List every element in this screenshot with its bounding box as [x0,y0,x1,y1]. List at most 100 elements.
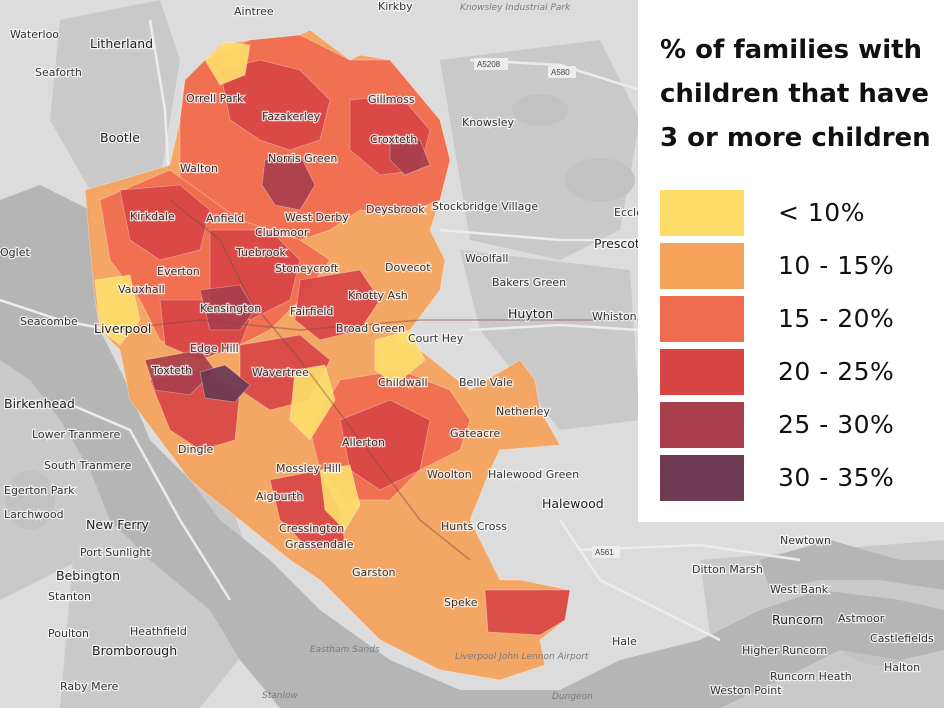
river-mersey [0,185,944,708]
label-airport: Liverpool John Lennon Airport [455,652,589,662]
legend-label: 30 - 35% [778,463,895,492]
legend-swatch [660,242,744,289]
legend-label: < 10% [778,198,865,227]
label-stanlow: Stanlow [262,691,298,701]
label-stoneycroft: Stoneycroft [275,262,339,275]
label-speke: Speke [444,596,478,609]
label-huyton: Huyton [508,306,553,321]
legend: % of families with children that have 3 … [638,0,944,522]
label-hunts-cross: Hunts Cross [441,520,507,533]
label-oglet: Oglet [0,246,30,259]
label-netherley: Netherley [496,405,550,418]
label-toxteth: Toxteth [151,364,192,377]
legend-swatch [660,189,744,236]
river-upper-estuary [760,540,944,590]
label-everton: Everton [157,265,200,278]
label-astmoor: Astmoor [838,612,885,625]
label-court-hey: Court Hey [408,332,464,345]
label-vauxhall: Vauxhall [118,283,165,296]
label-port-sunlight: Port Sunlight [80,546,151,559]
label-larchwood: Larchwood [4,508,64,521]
label-eccleston: Eccle [614,206,643,219]
label-bebington: Bebington [56,568,120,583]
label-knowsley: Knowsley [462,116,514,129]
label-ditton-marsh: Ditton Marsh [692,563,763,576]
label-runcorn: Runcorn [772,612,823,627]
label-fazakerley: Fazakerley [262,110,321,123]
label-tuebrook: Tuebrook [235,246,287,259]
label-bakers-green: Bakers Green [492,276,566,289]
choropleth-areas [84,29,571,681]
label-higher-runcorn: Higher Runcorn [742,644,827,657]
label-deysbrook: Deysbrook [366,203,425,216]
label-kirkdale: Kirkdale [130,210,175,223]
legend-item: < 10% [660,186,894,239]
label-kirkby: Kirkby [378,0,413,13]
label-dungeon: Dungeon [552,692,593,702]
label-runcorn-heath: Runcorn Heath [770,670,852,683]
label-weston-point: Weston Point [710,684,782,697]
label-litherland: Litherland [90,36,153,51]
label-seacombe: Seacombe [20,315,78,328]
label-knotty-ash: Knotty Ash [348,289,408,302]
legend-label: 15 - 20% [778,304,895,333]
label-aintree: Aintree [234,5,274,18]
label-halewood: Halewood [542,496,604,511]
label-garston: Garston [352,566,396,579]
label-a5208: A5208 [477,60,501,69]
label-newtown: Newtown [780,534,831,547]
legend-title-line: children that have [660,79,929,109]
label-orrell-park: Orrell Park [186,92,244,105]
label-croxteth: Croxteth [370,133,417,146]
label-aigburth: Aigburth [256,490,303,503]
label-norris-green: Norris Green [268,152,337,165]
legend-item: 10 - 15% [660,239,894,292]
legend-label: 20 - 25% [778,357,895,386]
label-bootle: Bootle [100,130,140,145]
legend-label: 10 - 15% [778,251,895,280]
rail-lines [109,199,640,561]
label-dingle: Dingle [178,443,214,456]
legend-items: < 10% 10 - 15% 15 - 20% 20 - 25% 25 - 30… [660,186,894,504]
label-heathfield: Heathfield [130,625,187,638]
label-broad-green: Broad Green [336,322,405,335]
label-eastham-sands: Eastham Sands [310,645,380,655]
label-raby-mere: Raby Mere [60,680,119,693]
legend-swatch [660,401,744,448]
legend-swatch [660,348,744,395]
legend-item: 15 - 20% [660,292,894,345]
label-halewood-green: Halewood Green [488,468,579,481]
label-walton: Walton [180,162,218,175]
label-woolton: Woolton [427,468,472,481]
legend-title-line: % of families with [660,35,923,65]
label-allerton: Allerton [342,436,385,449]
label-wavertree: Wavertree [252,366,309,379]
label-south-tranmere: South Tranmere [44,459,132,472]
legend-swatch [660,454,744,501]
label-edge-hill: Edge Hill [190,342,239,355]
label-mossley-hill: Mossley Hill [276,462,341,475]
road-labels: A5208 A580 A561 [474,58,620,558]
label-gateacre: Gateacre [450,427,500,440]
label-waterloo: Waterloo [10,28,59,41]
label-knowsley-park: Knowsley Industrial Park [460,3,571,13]
label-belle-vale: Belle Vale [459,376,513,389]
label-new-ferry: New Ferry [86,517,149,532]
label-hale: Hale [612,635,637,648]
label-lower-tranmere: Lower Tranmere [32,428,121,441]
label-prescot: Prescot [594,236,640,251]
label-kensington: Kensington [200,302,261,315]
label-halton: Halton [884,661,920,674]
label-west-bank: West Bank [770,583,829,596]
label-a580: A580 [551,68,570,77]
label-stanton: Stanton [48,590,91,603]
label-seaforth: Seaforth [35,66,82,79]
label-dovecot: Dovecot [385,261,431,274]
legend-title-line: 3 or more children [660,123,931,153]
roads [0,19,801,642]
label-grassendale: Grassendale [285,538,354,551]
label-woolfall: Woolfall [465,252,508,265]
legend-item: 25 - 30% [660,398,894,451]
label-liverpool: Liverpool [94,321,151,336]
label-fairfield: Fairfield [290,305,333,318]
